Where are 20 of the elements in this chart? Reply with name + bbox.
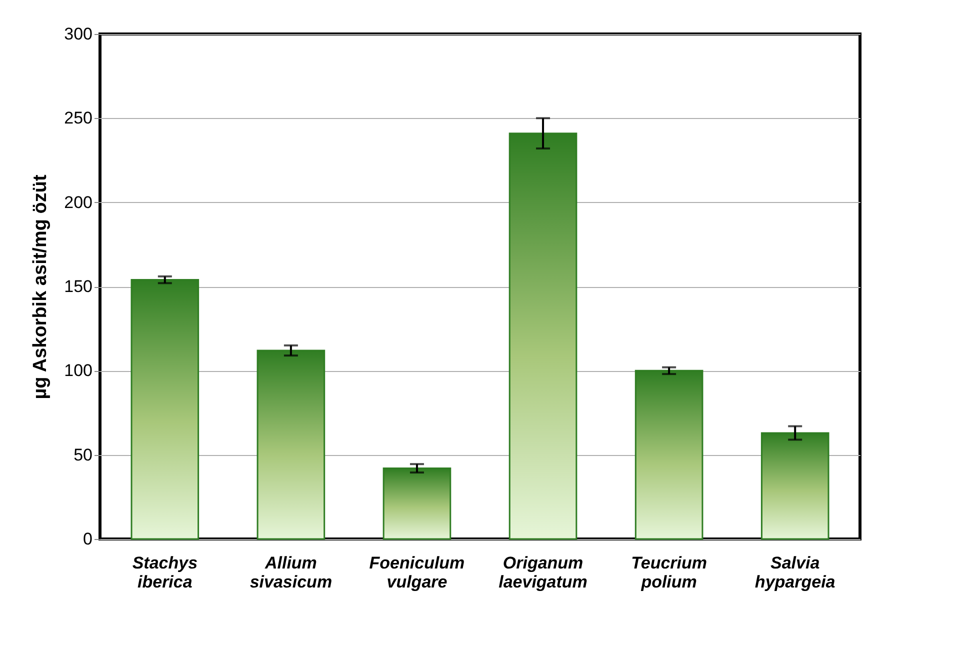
bar xyxy=(760,432,830,540)
y-tick-label: 0 xyxy=(83,530,92,548)
bar xyxy=(130,279,200,540)
bar xyxy=(256,350,326,540)
x-tick-label: Salvia hypargeia xyxy=(754,554,836,592)
y-tick-label: 150 xyxy=(64,277,92,296)
x-tick-label: Teucrium polium xyxy=(631,554,707,592)
y-tick-label: 100 xyxy=(64,361,92,380)
y-tick-label: 250 xyxy=(64,108,92,128)
y-tick-label: 200 xyxy=(64,192,92,212)
y-tick-label: 50 xyxy=(74,445,92,464)
x-tick-label: Stachys iberica xyxy=(132,554,198,592)
x-tick-label: Origanum laevigatum xyxy=(498,554,588,592)
y-axis-title: µg Askorbik asit/mg özüt xyxy=(30,174,52,400)
y-tick-label: 300 xyxy=(64,24,92,44)
bar xyxy=(382,468,452,540)
x-tick-label: Foeniculum vulgare xyxy=(369,554,465,592)
bar xyxy=(508,132,578,540)
bar xyxy=(634,370,704,540)
x-tick-label: Allium sivasicum xyxy=(250,554,332,592)
